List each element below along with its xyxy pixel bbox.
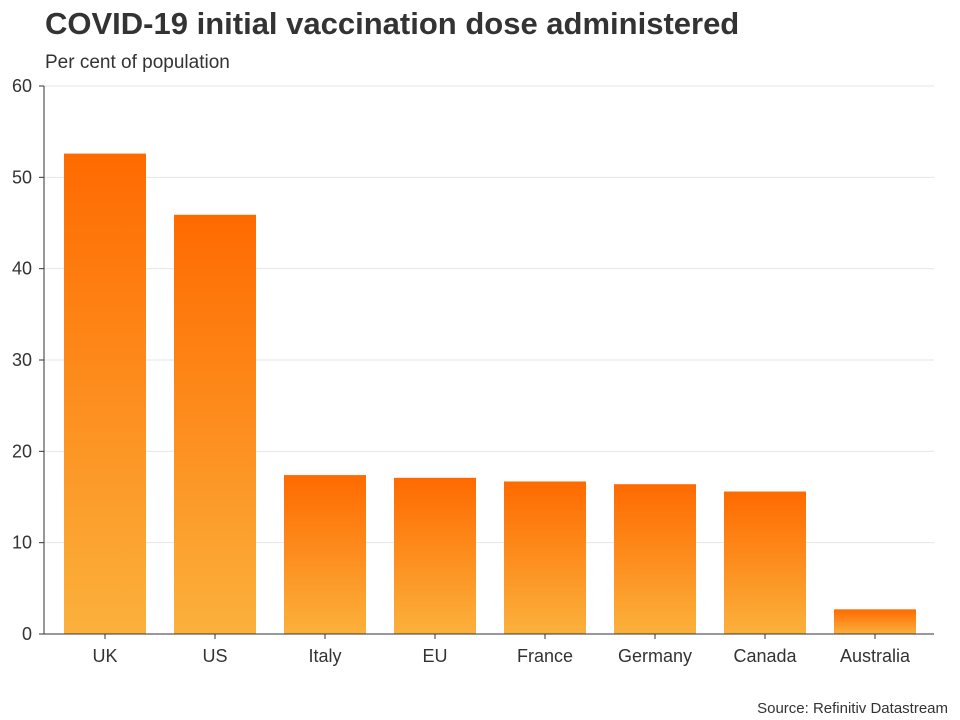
chart-subtitle: Per cent of population	[45, 52, 230, 73]
x-tick-label: EU	[422, 646, 447, 666]
y-tick-label: 0	[22, 624, 32, 644]
x-tick-label: UK	[92, 646, 117, 666]
source-note: Source: Refinitiv Datastream	[757, 700, 948, 717]
y-tick-label: 30	[12, 350, 32, 370]
x-tick-labels: UK US Italy EU France Germany Canada Australia	[92, 646, 911, 666]
x-tick-label: Italy	[308, 646, 341, 666]
chart-title: COVID-19 initial vaccination dose admini…	[45, 6, 740, 41]
y-tick-label: 10	[12, 533, 32, 553]
bar-germany	[614, 484, 696, 634]
y-tick-label: 40	[12, 259, 32, 279]
axes	[39, 85, 934, 639]
y-tick-label: 60	[12, 76, 32, 96]
y-tick-labels: 0 10 20 30 40 50 60	[12, 76, 32, 644]
x-tick-label: Germany	[618, 646, 692, 666]
y-tick-label: 50	[12, 167, 32, 187]
bar-eu	[394, 477, 476, 634]
x-tick-label: Australia	[840, 646, 911, 666]
y-tick-label: 20	[12, 441, 32, 461]
bar-chart: 0 10 20 30 40 50 60 UK US Italy EU France Germany Ca…	[12, 76, 934, 666]
x-tick-label: US	[202, 646, 227, 666]
bar-canada	[724, 491, 806, 634]
bars	[64, 153, 916, 634]
x-tick-label: France	[517, 646, 573, 666]
bar-uk	[64, 153, 146, 634]
x-tick-label: Canada	[733, 646, 797, 666]
bar-australia	[834, 609, 916, 634]
bar-france	[504, 481, 586, 634]
bar-italy	[284, 475, 366, 634]
bar-us	[174, 214, 256, 634]
